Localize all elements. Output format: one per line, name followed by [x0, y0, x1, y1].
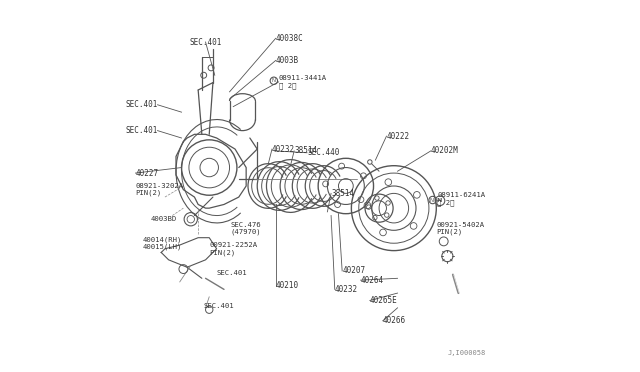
Text: 40264: 40264	[360, 276, 384, 285]
Text: 40227: 40227	[136, 169, 159, 177]
Text: 38514: 38514	[294, 147, 317, 155]
Text: 40232: 40232	[272, 145, 295, 154]
Text: 00921-5402A
PIN(2): 00921-5402A PIN(2)	[436, 222, 484, 235]
Text: N: N	[430, 198, 434, 202]
Text: 40266: 40266	[383, 316, 406, 325]
Text: 00921-2252A
PIN(2): 00921-2252A PIN(2)	[209, 242, 257, 256]
Text: N: N	[271, 78, 275, 83]
Text: SEC.401: SEC.401	[125, 126, 157, 135]
Text: SEC.401: SEC.401	[125, 100, 157, 109]
Text: 40014(RH)
40015(LH): 40014(RH) 40015(LH)	[143, 236, 182, 250]
Text: 40038C: 40038C	[276, 34, 303, 43]
Text: 40207: 40207	[342, 266, 365, 275]
Text: N: N	[436, 198, 442, 203]
Text: 40202M: 40202M	[431, 147, 458, 155]
Text: 08921-3202A
PIN(2): 08921-3202A PIN(2)	[136, 183, 184, 196]
Text: SEC.401: SEC.401	[189, 38, 221, 46]
Text: SEC.476
(47970): SEC.476 (47970)	[231, 222, 262, 235]
Text: 40265E: 40265E	[370, 296, 397, 305]
Text: 40210: 40210	[276, 281, 299, 290]
Text: J,I000058: J,I000058	[448, 350, 486, 356]
Text: 40232: 40232	[335, 285, 358, 294]
Text: 08911-3441A
〈 2〉: 08911-3441A 〈 2〉	[278, 75, 327, 89]
Text: 08911-6241A
〈 2〉: 08911-6241A 〈 2〉	[437, 192, 486, 206]
Text: 4003BD: 4003BD	[150, 216, 177, 222]
Text: 38514: 38514	[331, 189, 354, 198]
Text: 4003B: 4003B	[276, 56, 299, 65]
Text: SEC.401: SEC.401	[204, 303, 234, 309]
Text: 40222: 40222	[387, 132, 410, 141]
Text: SEC.440: SEC.440	[307, 148, 339, 157]
Text: SEC.401: SEC.401	[216, 270, 247, 276]
